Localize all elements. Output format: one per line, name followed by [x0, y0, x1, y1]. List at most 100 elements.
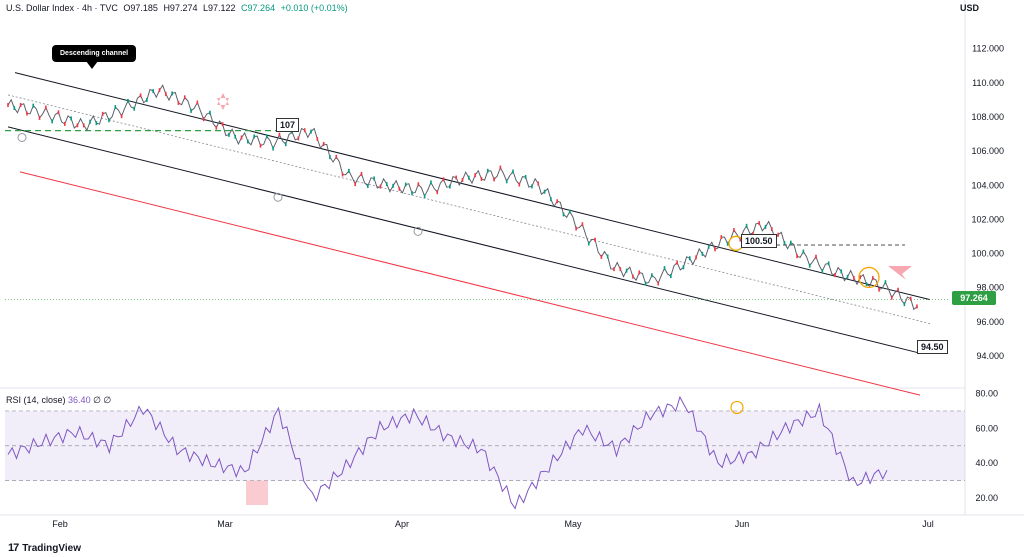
- price-candle: [442, 177, 445, 182]
- level-94-50-label: 94.50: [917, 340, 948, 354]
- price-candle: [19, 102, 22, 107]
- price-tick-label: 112.000: [972, 44, 1004, 54]
- price-candle: [676, 260, 678, 265]
- price-candle: [486, 168, 489, 173]
- arrow-marker-icon: [888, 266, 912, 280]
- price-candle: [802, 249, 805, 254]
- price-candle: [884, 280, 887, 285]
- price-candle: [878, 287, 880, 292]
- price-candle: [215, 125, 218, 130]
- open-value: O97.185: [123, 3, 158, 13]
- price-candle: [196, 100, 199, 105]
- price-candle: [335, 154, 338, 159]
- rsi-tick-label: 40.00: [975, 458, 998, 468]
- price-candle: [651, 273, 653, 278]
- price-candle: [562, 212, 565, 217]
- price-candle: [777, 232, 779, 237]
- level-107-label: 107: [276, 118, 300, 132]
- price-candle: [663, 266, 666, 271]
- price-candle: [228, 132, 230, 137]
- price-tick-label: 104.000: [971, 180, 1004, 190]
- price-candle: [853, 275, 855, 280]
- price-candle: [266, 134, 268, 139]
- price-candle: [158, 88, 161, 93]
- price-candle: [764, 224, 767, 229]
- current-price-tag: 97.264: [952, 291, 996, 305]
- price-candle: [695, 255, 697, 260]
- price-candle: [70, 116, 72, 121]
- price-candle: [101, 111, 104, 116]
- channel-mid-line: [7, 94, 931, 324]
- price-candle: [613, 267, 615, 272]
- price-candle: [297, 136, 300, 141]
- price-candle: [619, 267, 622, 272]
- price-candle: [707, 244, 710, 249]
- price-candle: [272, 146, 274, 151]
- rsi-extra: ∅ ∅: [93, 395, 112, 405]
- brand-name: TradingView: [22, 542, 81, 554]
- price-candle: [348, 168, 350, 173]
- price-candle: [278, 132, 281, 137]
- price-candle: [392, 183, 394, 188]
- price-candle: [840, 269, 843, 274]
- low-value: L97.122: [202, 3, 236, 13]
- price-candle: [284, 142, 287, 147]
- price-candle: [872, 276, 874, 281]
- touch-marker: [17, 132, 27, 142]
- channel-lower-line: [7, 126, 919, 354]
- price-candle: [461, 177, 464, 182]
- rsi-tick-label: 60.00: [975, 423, 998, 433]
- price-candle: [165, 91, 167, 96]
- price-candle: [808, 263, 811, 268]
- price-line: [7, 84, 918, 311]
- price-candle: [531, 184, 533, 189]
- price-candle: [480, 176, 483, 181]
- close-value: C97.264: [241, 3, 276, 13]
- price-candle: [64, 121, 66, 126]
- price-candle: [89, 119, 91, 124]
- price-candle: [95, 121, 98, 126]
- price-candle: [221, 122, 224, 127]
- price-candle: [827, 261, 830, 266]
- price-candle: [7, 103, 9, 108]
- channel-upper-line: [14, 72, 931, 301]
- price-candle: [329, 155, 331, 160]
- star-marker-icon: [217, 93, 229, 110]
- price-candle: [430, 180, 432, 185]
- price-tick-label: 98.000: [976, 283, 1004, 293]
- price-candle: [720, 235, 723, 240]
- price-candle: [114, 105, 117, 110]
- price-candle: [518, 182, 521, 187]
- price-candle: [468, 175, 470, 180]
- price-candle: [474, 173, 476, 178]
- time-tick-label: Apr: [395, 519, 409, 529]
- currency-label: USD: [960, 3, 980, 13]
- price-candle: [341, 172, 344, 177]
- price-candle: [240, 135, 243, 140]
- price-candle: [253, 134, 255, 139]
- price-candle: [796, 254, 798, 259]
- price-candle: [436, 190, 439, 195]
- time-tick-label: Jun: [735, 519, 750, 529]
- tradingview-brand[interactable]: 17 TradingView: [8, 542, 81, 554]
- price-candle: [404, 182, 407, 187]
- price-tick-label: 102.000: [971, 214, 1004, 224]
- price-candle: [524, 175, 527, 180]
- descending-channel-callout: Descending channel: [52, 45, 137, 69]
- price-candle: [385, 182, 388, 187]
- price-tick-label: 100.000: [971, 249, 1004, 259]
- price-candle: [556, 199, 558, 204]
- price-candle: [367, 183, 369, 188]
- price-candle: [569, 209, 571, 214]
- price-candle: [575, 226, 577, 231]
- price-candle: [316, 136, 319, 141]
- rsi-header: RSI (14, close) 36.40 ∅ ∅: [6, 395, 111, 406]
- price-candle: [234, 134, 237, 139]
- price-candle: [360, 171, 363, 176]
- price-candle: [57, 110, 60, 115]
- price-candle: [758, 221, 760, 226]
- price-candle: [108, 118, 110, 123]
- price-candle: [688, 256, 691, 261]
- time-tick-label: Mar: [217, 519, 233, 529]
- price-candle: [190, 108, 192, 113]
